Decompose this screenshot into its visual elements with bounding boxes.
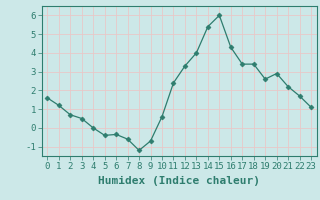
- X-axis label: Humidex (Indice chaleur): Humidex (Indice chaleur): [98, 176, 260, 186]
